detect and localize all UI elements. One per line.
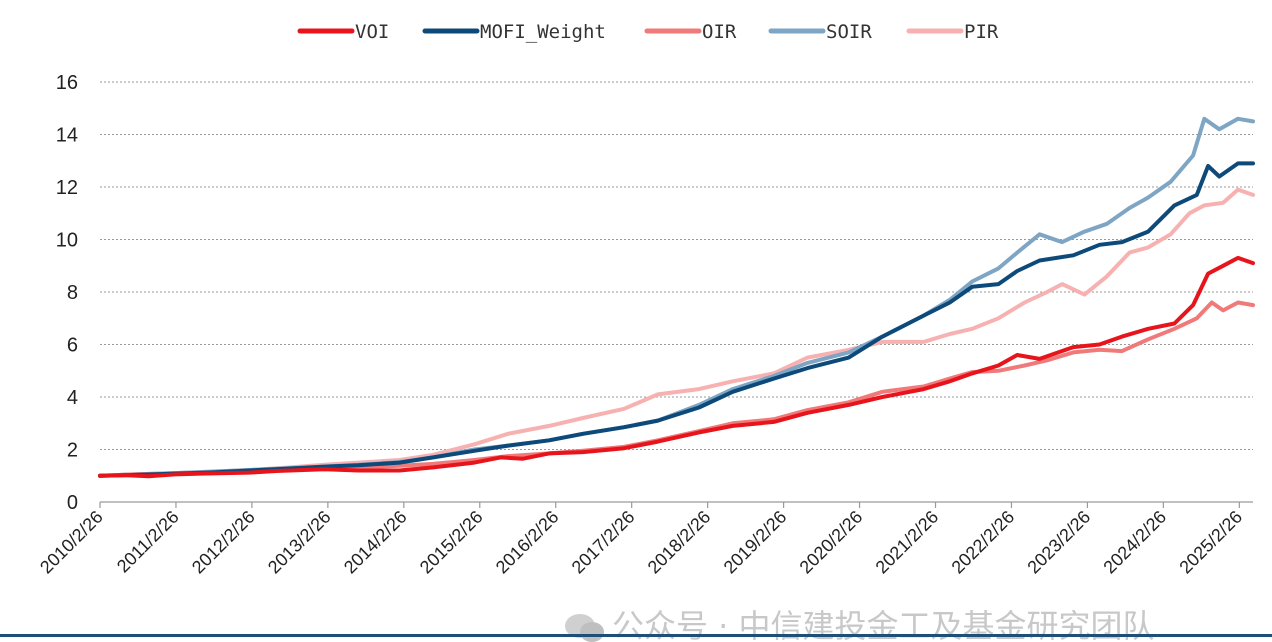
x-tick-label: 2019/2/26 <box>720 507 791 578</box>
x-tick-label: 2013/2/26 <box>264 507 335 578</box>
x-tick-label: 2014/2/26 <box>340 507 411 578</box>
x-tick-label: 2021/2/26 <box>872 507 943 578</box>
legend-label: PIR <box>964 21 999 43</box>
y-tick-label: 14 <box>56 125 78 147</box>
x-axis-ticks: 2010/2/26 2011/2/26 2012/2/26 2013/2/26 2014… <box>36 502 1246 577</box>
y-tick-label: 6 <box>67 335 78 357</box>
y-tick-label: 0 <box>67 492 78 514</box>
x-tick-label: 2017/2/26 <box>568 507 639 578</box>
series-lines <box>98 116 1255 479</box>
x-tick-label: 2018/2/26 <box>644 507 715 578</box>
wechat-icon <box>565 614 604 642</box>
bottom-rule <box>0 634 1272 637</box>
series-line-soir <box>98 116 1255 478</box>
series-line-voi <box>98 255 1255 479</box>
legend-label: VOI <box>355 21 389 43</box>
x-tick-label: 2020/2/26 <box>796 507 867 578</box>
legend-label: SOIR <box>826 21 872 43</box>
x-tick-label: 2015/2/26 <box>416 507 487 578</box>
legend: VOI MOFI_Weight OIR SOIR PIR <box>297 21 999 43</box>
x-tick-label: 2012/2/26 <box>188 507 259 578</box>
y-tick-label: 4 <box>67 387 78 409</box>
x-tick-label: 2025/2/26 <box>1175 507 1246 578</box>
series-line-mofi-weight <box>98 161 1255 478</box>
legend-label: OIR <box>702 21 737 43</box>
x-tick-label: 2010/2/26 <box>36 507 107 578</box>
x-tick-label: 2024/2/26 <box>1099 507 1170 578</box>
x-tick-label: 2022/2/26 <box>948 507 1019 578</box>
y-tick-label: 8 <box>67 282 78 304</box>
y-axis-ticks: 0 2 4 6 8 10 12 14 16 <box>56 72 78 514</box>
y-tick-label: 10 <box>56 230 78 252</box>
y-tick-label: 16 <box>56 72 78 94</box>
y-tick-label: 2 <box>67 440 78 462</box>
legend-label: MOFI_Weight <box>480 21 606 43</box>
x-tick-label: 2016/2/26 <box>492 507 563 578</box>
x-tick-label: 2023/2/26 <box>1023 507 1094 578</box>
gridlines <box>100 81 1253 503</box>
x-tick-label: 2011/2/26 <box>113 507 183 577</box>
y-tick-label: 12 <box>56 177 78 199</box>
